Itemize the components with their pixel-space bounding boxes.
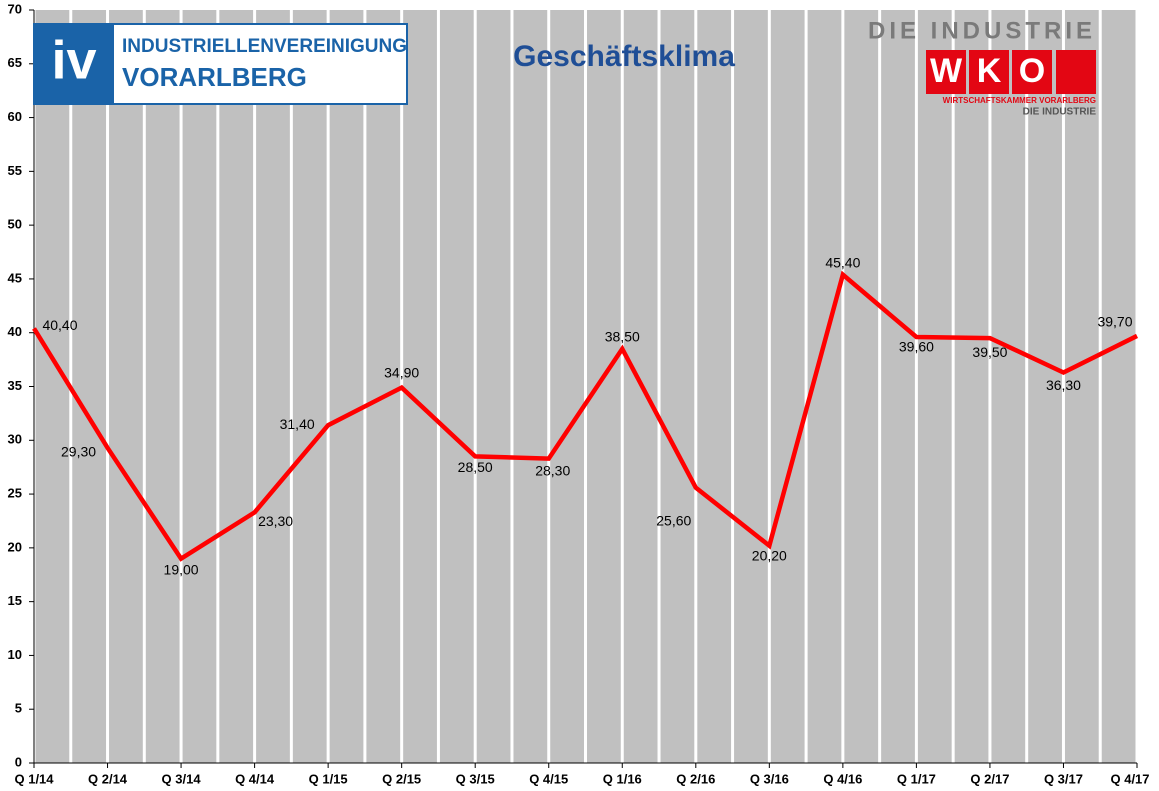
data-label: 31,40 [280,416,315,432]
x-tick-label: Q 4/16 [823,771,862,786]
y-tick-label: 65 [8,55,22,70]
data-label: 28,50 [458,459,493,475]
wko-letter: K [977,52,1002,90]
data-label: 29,30 [61,444,96,460]
y-tick-label: 10 [8,647,22,662]
data-label: 25,60 [656,512,691,528]
x-tick-label: Q 2/17 [970,771,1009,786]
data-label: 23,30 [258,513,293,529]
y-tick-label: 15 [8,593,22,608]
chart-title: Geschäftsklima [513,40,735,73]
iv-logo-mark: iv [51,30,96,90]
data-label: 34,90 [384,364,419,380]
wko-top: DIE INDUSTRIE [868,17,1096,44]
x-tick-label: Q 1/15 [309,771,348,786]
wko-crest [1056,50,1096,94]
iv-logo-block [34,24,114,104]
wko-line1: WIRTSCHAFTSKAMMER VORARLBERG [943,96,1096,105]
x-tick-label: Q 3/16 [750,771,789,786]
x-tick-label: Q 4/15 [529,771,568,786]
y-tick-label: 60 [8,109,22,124]
data-label: 39,60 [899,339,934,355]
x-tick-label: Q 4/17 [1110,771,1149,786]
y-tick-label: 25 [8,486,22,501]
x-tick-label: Q 1/17 [897,771,936,786]
data-label: 39,50 [972,344,1007,360]
wko-box [1012,50,1052,94]
x-tick-label: Q 1/16 [603,771,642,786]
data-label: 38,50 [605,329,640,345]
y-tick-label: 55 [8,163,22,178]
data-label: 28,30 [535,462,570,478]
x-tick-label: Q 3/17 [1044,771,1083,786]
data-label: 39,70 [1097,314,1132,330]
x-tick-label: Q 2/14 [88,771,128,786]
iv-logo-line2: VORARLBERG [122,62,307,92]
data-label: 20,20 [752,547,787,563]
y-tick-label: 35 [8,378,22,393]
x-tick-label: Q 3/14 [162,771,202,786]
line-series [32,270,1139,562]
x-tick-label: Q 2/16 [676,771,715,786]
y-tick-label: 50 [8,217,22,232]
x-tick-label: Q 3/15 [456,771,495,786]
data-label: 36,30 [1046,377,1081,393]
x-tick-label: Q 1/14 [14,771,54,786]
y-tick-label: 70 [8,1,22,16]
y-tick-label: 40 [8,324,22,339]
wko-letter: O [1019,52,1045,90]
wko-line2: DIE INDUSTRIE [1023,107,1097,118]
wko-letter: W [930,52,963,90]
x-tick-label: Q 4/14 [235,771,275,786]
x-tick-label: Q 2/15 [382,771,421,786]
y-tick-label: 0 [15,754,22,769]
data-label: 40,40 [42,317,77,333]
y-tick-label: 20 [8,539,22,554]
iv-logo-line1: INDUSTRIELLENVEREINIGUNG [122,36,407,57]
data-label: 45,40 [825,254,860,270]
y-tick-label: 5 [15,701,22,716]
data-label: 19,00 [164,561,199,577]
y-tick-label: 45 [8,270,22,285]
wko-box [926,50,966,94]
wko-box [969,50,1009,94]
y-tick-label: 30 [8,432,22,447]
